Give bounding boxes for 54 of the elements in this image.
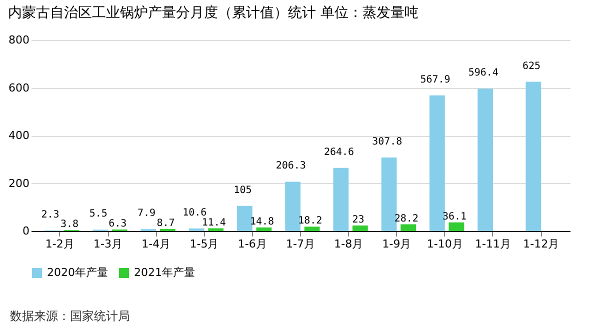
data-label: 11.4	[202, 217, 226, 228]
y-tick-label: 0	[22, 224, 30, 238]
bar	[448, 222, 464, 231]
bar	[236, 206, 252, 231]
x-tick-label: 1-9月	[382, 238, 412, 250]
bar	[188, 228, 204, 231]
legend-label: 2020年产量	[47, 266, 108, 279]
x-tick-label: 1-6月	[238, 238, 267, 250]
data-label: 10.6	[182, 207, 207, 218]
legend-label: 2021年产量	[134, 266, 195, 279]
x-tick-label: 1-12月	[523, 238, 560, 250]
bar	[429, 95, 445, 231]
data-label: 6.3	[108, 218, 127, 230]
data-label: 14.8	[250, 216, 274, 228]
x-tick-label: 1-5月	[190, 238, 219, 250]
x-tick-label: 1-10月	[426, 238, 463, 250]
x-tick-label: 1-3月	[94, 238, 122, 250]
bar	[352, 226, 368, 231]
y-tick-label: 400	[8, 129, 30, 142]
data-label: 18.2	[298, 216, 322, 227]
data-label: 206.3	[276, 160, 306, 172]
bar	[285, 182, 300, 231]
data-label: 23	[352, 214, 364, 226]
x-tick-label: 1-4月	[142, 238, 171, 250]
data-label: 596.4	[468, 68, 498, 79]
data-label: 625	[522, 60, 541, 72]
x-tick-label: 1-7月	[286, 238, 315, 250]
data-label: 5.5	[89, 208, 108, 220]
x-tick-label: 1-2月	[45, 238, 74, 250]
x-tick-label: 1-8月	[334, 238, 364, 250]
bar	[400, 224, 416, 231]
source-note: 数据来源：国家统计局	[10, 308, 130, 325]
data-label: 264.6	[324, 146, 354, 158]
bar	[208, 228, 224, 231]
y-tick-label: 800	[8, 34, 30, 46]
bar	[304, 226, 320, 231]
data-label: 3.8	[60, 219, 79, 230]
data-label: 7.9	[137, 208, 156, 220]
bar	[381, 158, 397, 231]
data-label: 8.7	[156, 218, 175, 229]
chart-title: 内蒙古自治区工业锅炉产量分月度（累计值）统计 单位：蒸发量吨	[8, 5, 418, 21]
data-label: 307.8	[372, 136, 402, 148]
y-tick-label: 600	[8, 81, 30, 94]
data-label: 28.2	[394, 213, 418, 224]
bar	[478, 88, 493, 231]
bar	[333, 168, 349, 231]
data-label: 105	[234, 184, 252, 196]
data-label: 567.9	[420, 74, 450, 86]
data-label: 2.3	[41, 209, 60, 220]
data-label: 36.1	[442, 211, 467, 222]
bar	[526, 82, 542, 231]
y-tick-label: 200	[8, 176, 30, 190]
bar	[256, 227, 272, 231]
x-tick-label: 1-11月	[475, 238, 511, 250]
